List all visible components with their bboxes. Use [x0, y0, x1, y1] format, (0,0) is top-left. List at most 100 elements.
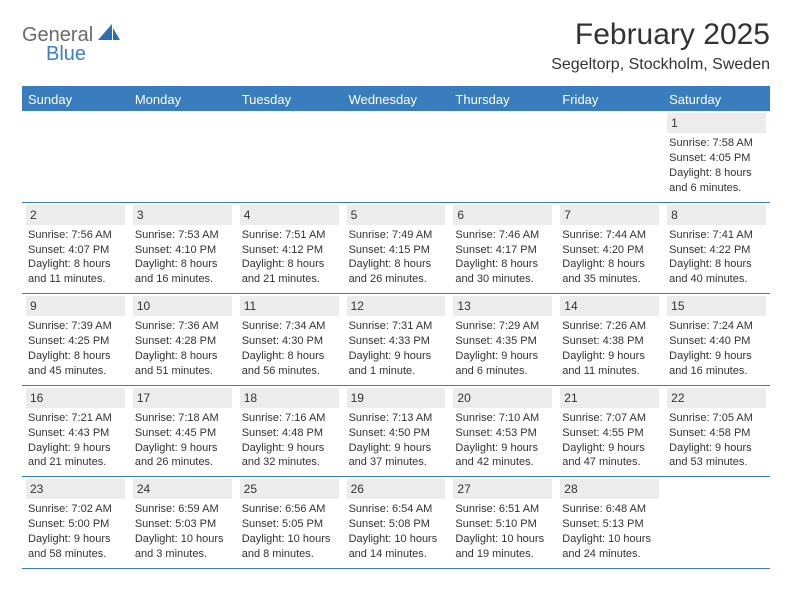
day-d1: Daylight: 9 hours [135, 441, 230, 456]
day-d2: and 47 minutes. [562, 455, 657, 470]
day-number: 7 [560, 205, 659, 225]
day-ss: Sunset: 5:00 PM [28, 517, 123, 532]
day-d1: Daylight: 8 hours [28, 257, 123, 272]
day-sr: Sunrise: 7:34 AM [242, 319, 337, 334]
day-number: 21 [560, 388, 659, 408]
day-ss: Sunset: 4:05 PM [669, 151, 764, 166]
day-sr: Sunrise: 7:05 AM [669, 411, 764, 426]
day-sr: Sunrise: 7:41 AM [669, 228, 764, 243]
day-cell: 11 Sunrise: 7:34 AMSunset: 4:30 PMDayligh… [236, 294, 343, 385]
day-number: 25 [240, 479, 339, 499]
day-d1: Daylight: 8 hours [242, 349, 337, 364]
day-cell [449, 111, 556, 202]
day-d1: Daylight: 9 hours [562, 349, 657, 364]
day-sr: Sunrise: 6:48 AM [562, 502, 657, 517]
day-number: 18 [240, 388, 339, 408]
day-cell: 12Sunrise: 7:31 AMSunset: 4:33 PMDayligh… [343, 294, 450, 385]
day-sr: Sunrise: 7:24 AM [669, 319, 764, 334]
day-d2: and 24 minutes. [562, 547, 657, 562]
day-sr: Sunrise: 7:44 AM [562, 228, 657, 243]
weekday-row: Sunday Monday Tuesday Wednesday Thursday… [22, 88, 770, 111]
day-ss: Sunset: 4:58 PM [669, 426, 764, 441]
day-info: Sunrise: 7:46 AMSunset: 4:17 PMDaylight:… [453, 228, 552, 287]
day-d1: Daylight: 9 hours [455, 349, 550, 364]
day-d2: and 37 minutes. [349, 455, 444, 470]
day-ss: Sunset: 5:13 PM [562, 517, 657, 532]
day-d1: Daylight: 9 hours [669, 349, 764, 364]
day-info: Sunrise: 7:53 AMSunset: 4:10 PMDaylight:… [133, 228, 232, 287]
day-d1: Daylight: 9 hours [349, 349, 444, 364]
day-sr: Sunrise: 7:53 AM [135, 228, 230, 243]
day-info: Sunrise: 6:51 AMSunset: 5:10 PMDaylight:… [453, 502, 552, 561]
weekday-wed: Wednesday [343, 88, 450, 111]
day-d1: Daylight: 9 hours [242, 441, 337, 456]
day-ss: Sunset: 4:12 PM [242, 243, 337, 258]
day-d1: Daylight: 9 hours [28, 532, 123, 547]
day-d2: and 45 minutes. [28, 364, 123, 379]
day-cell: 19Sunrise: 7:13 AMSunset: 4:50 PMDayligh… [343, 386, 450, 477]
day-info: Sunrise: 6:54 AMSunset: 5:08 PMDaylight:… [347, 502, 446, 561]
day-info: Sunrise: 7:34 AMSunset: 4:30 PMDaylight:… [240, 319, 339, 378]
day-sr: Sunrise: 7:07 AM [562, 411, 657, 426]
day-d2: and 32 minutes. [242, 455, 337, 470]
day-sr: Sunrise: 7:26 AM [562, 319, 657, 334]
day-d2: and 3 minutes. [135, 547, 230, 562]
day-d2: and 56 minutes. [242, 364, 337, 379]
weekday-sat: Saturday [663, 88, 770, 111]
day-info: Sunrise: 7:21 AMSunset: 4:43 PMDaylight:… [26, 411, 125, 470]
day-cell [663, 477, 770, 568]
day-d1: Daylight: 9 hours [669, 441, 764, 456]
day-cell: 23Sunrise: 7:02 AMSunset: 5:00 PMDayligh… [22, 477, 129, 568]
day-d1: Daylight: 8 hours [669, 166, 764, 181]
day-d1: Daylight: 10 hours [242, 532, 337, 547]
day-ss: Sunset: 4:43 PM [28, 426, 123, 441]
day-info: Sunrise: 7:24 AMSunset: 4:40 PMDaylight:… [667, 319, 766, 378]
day-sr: Sunrise: 7:31 AM [349, 319, 444, 334]
week-row: 23Sunrise: 7:02 AMSunset: 5:00 PMDayligh… [22, 477, 770, 569]
day-d2: and 16 minutes. [135, 272, 230, 287]
day-info: Sunrise: 7:56 AMSunset: 4:07 PMDaylight:… [26, 228, 125, 287]
day-d2: and 6 minutes. [669, 181, 764, 196]
day-number: 24 [133, 479, 232, 499]
day-d1: Daylight: 9 hours [562, 441, 657, 456]
day-info: Sunrise: 6:56 AMSunset: 5:05 PMDaylight:… [240, 502, 339, 561]
day-ss: Sunset: 4:07 PM [28, 243, 123, 258]
day-info: Sunrise: 7:26 AMSunset: 4:38 PMDaylight:… [560, 319, 659, 378]
day-ss: Sunset: 4:15 PM [349, 243, 444, 258]
day-ss: Sunset: 4:17 PM [455, 243, 550, 258]
day-d1: Daylight: 10 hours [349, 532, 444, 547]
header: General February 2025 Segeltorp, Stockho… [22, 18, 770, 74]
day-sr: Sunrise: 7:56 AM [28, 228, 123, 243]
day-number: 17 [133, 388, 232, 408]
day-info: Sunrise: 7:07 AMSunset: 4:55 PMDaylight:… [560, 411, 659, 470]
day-d1: Daylight: 8 hours [242, 257, 337, 272]
day-sr: Sunrise: 7:51 AM [242, 228, 337, 243]
day-sr: Sunrise: 7:36 AM [135, 319, 230, 334]
day-ss: Sunset: 4:28 PM [135, 334, 230, 349]
day-info: Sunrise: 7:31 AMSunset: 4:33 PMDaylight:… [347, 319, 446, 378]
day-cell: 13Sunrise: 7:29 AMSunset: 4:35 PMDayligh… [449, 294, 556, 385]
day-info: Sunrise: 7:39 AMSunset: 4:25 PMDaylight:… [26, 319, 125, 378]
day-number: 8 [667, 205, 766, 225]
day-ss: Sunset: 4:38 PM [562, 334, 657, 349]
day-d1: Daylight: 8 hours [135, 349, 230, 364]
day-d1: Daylight: 8 hours [349, 257, 444, 272]
day-cell: 5Sunrise: 7:49 AMSunset: 4:15 PMDaylight… [343, 203, 450, 294]
day-number: 20 [453, 388, 552, 408]
day-cell: 7Sunrise: 7:44 AMSunset: 4:20 PMDaylight… [556, 203, 663, 294]
day-cell: 15Sunrise: 7:24 AMSunset: 4:40 PMDayligh… [663, 294, 770, 385]
day-cell [343, 111, 450, 202]
day-info: Sunrise: 7:29 AMSunset: 4:35 PMDaylight:… [453, 319, 552, 378]
day-number: 11 [240, 296, 339, 316]
day-sr: Sunrise: 7:58 AM [669, 136, 764, 151]
day-number: 2 [26, 205, 125, 225]
day-info: Sunrise: 6:48 AMSunset: 5:13 PMDaylight:… [560, 502, 659, 561]
day-cell: 18Sunrise: 7:16 AMSunset: 4:48 PMDayligh… [236, 386, 343, 477]
day-info: Sunrise: 7:13 AMSunset: 4:50 PMDaylight:… [347, 411, 446, 470]
day-cell: 16Sunrise: 7:21 AMSunset: 4:43 PMDayligh… [22, 386, 129, 477]
day-ss: Sunset: 5:05 PM [242, 517, 337, 532]
day-cell [236, 111, 343, 202]
day-d2: and 6 minutes. [455, 364, 550, 379]
day-d2: and 40 minutes. [669, 272, 764, 287]
day-ss: Sunset: 4:10 PM [135, 243, 230, 258]
